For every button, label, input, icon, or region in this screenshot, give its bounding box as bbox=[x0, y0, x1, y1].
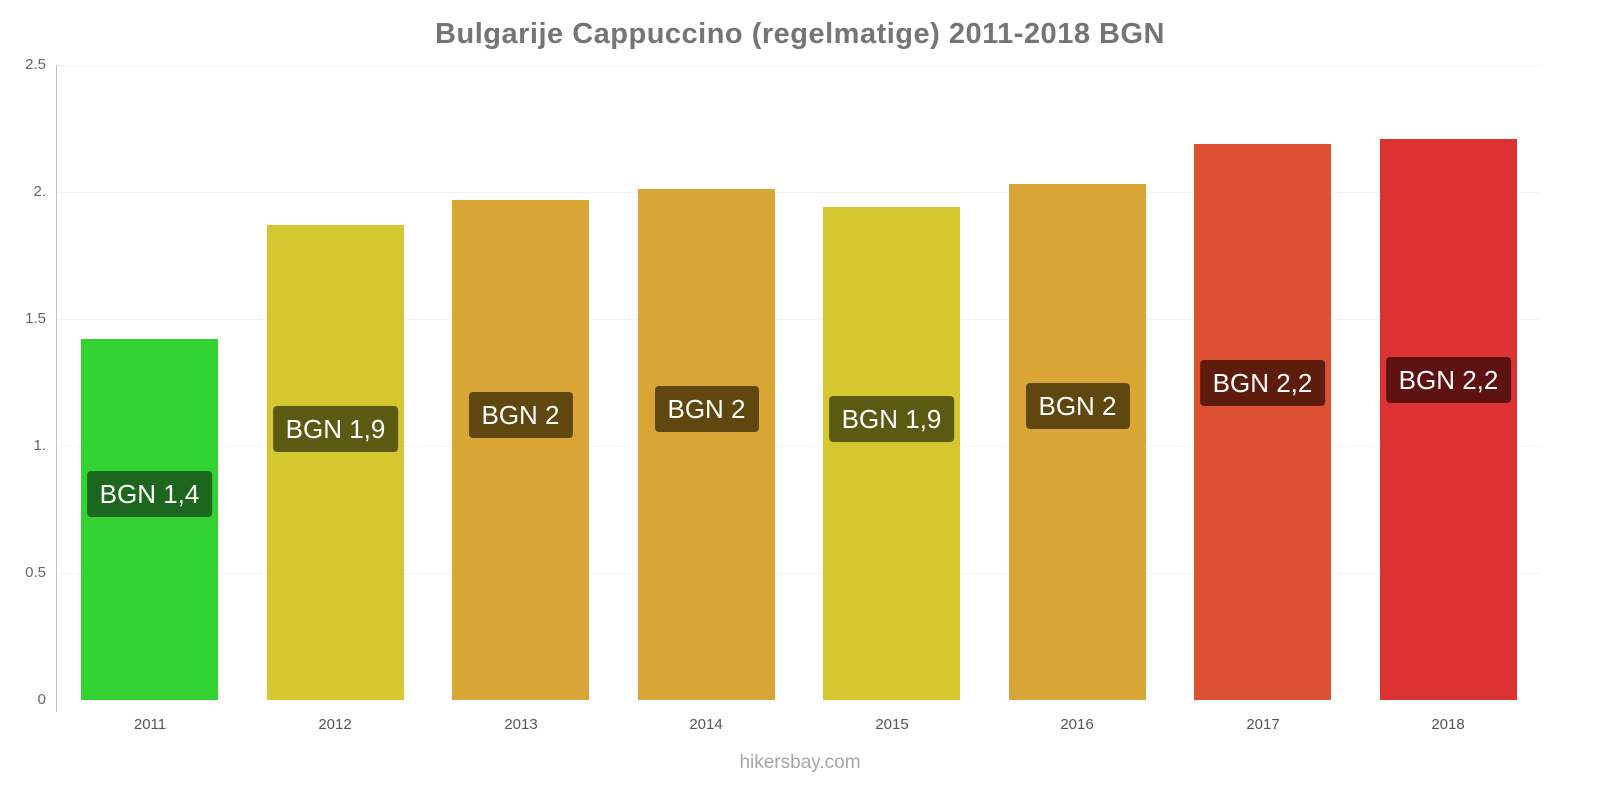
gridline bbox=[57, 319, 1541, 320]
y-axis-tick-label: 0 bbox=[37, 691, 46, 708]
bar-value-label: BGN 2 bbox=[468, 392, 573, 438]
bar-value-label: BGN 1,9 bbox=[272, 406, 399, 452]
bar-2017: BGN 2,2 bbox=[1194, 144, 1331, 700]
bar-value-label: BGN 1,4 bbox=[86, 471, 213, 517]
y-axis-tick-label: 2.5 bbox=[25, 56, 46, 73]
bar-2015: BGN 1,9 bbox=[823, 207, 960, 700]
x-axis-tick-label: 2011 bbox=[133, 716, 167, 733]
x-axis-tick-label: 2013 bbox=[504, 716, 538, 733]
bar-value-label: BGN 2 bbox=[1025, 383, 1130, 429]
bar-value-label: BGN 2,2 bbox=[1385, 357, 1512, 403]
bar-2011: BGN 1,4 bbox=[81, 339, 218, 700]
x-axis-tick-label: 2016 bbox=[1060, 716, 1094, 733]
gridline bbox=[57, 192, 1541, 193]
gridline bbox=[57, 573, 1541, 574]
x-axis-tick-label: 2012 bbox=[318, 716, 352, 733]
y-axis-tick-label: 1. bbox=[33, 437, 46, 454]
x-axis-tick-label: 2015 bbox=[875, 716, 909, 733]
bar-2014: BGN 2 bbox=[638, 189, 775, 700]
bar-2016: BGN 2 bbox=[1009, 184, 1146, 700]
x-axis-tick-label: 2017 bbox=[1246, 716, 1280, 733]
bar-value-label: BGN 2 bbox=[654, 386, 759, 432]
chart-title: Bulgarije Cappuccino (regelmatige) 2011-… bbox=[435, 18, 1165, 50]
y-axis-tick-label: 2. bbox=[33, 183, 46, 200]
gridline bbox=[57, 446, 1541, 447]
y-axis-tick-label: 0.5 bbox=[25, 564, 46, 581]
bar-value-label: BGN 2,2 bbox=[1199, 360, 1326, 406]
bar-2013: BGN 2 bbox=[452, 200, 589, 700]
x-axis-tick-label: 2018 bbox=[1431, 716, 1465, 733]
x-axis-tick-label: 2014 bbox=[689, 716, 723, 733]
plot-area: BGN 1,4 BGN 1,9 BGN 2 BGN 2 BGN 1,9 BGN 2 BGN … bbox=[57, 65, 1541, 700]
bar-2018: BGN 2,2 bbox=[1380, 139, 1517, 700]
source-caption: hikersbay.com bbox=[739, 752, 861, 773]
bar-2012: BGN 1,9 bbox=[267, 225, 404, 700]
gridline bbox=[57, 65, 1541, 66]
bar-value-label: BGN 1,9 bbox=[828, 396, 955, 442]
y-axis-line bbox=[56, 65, 57, 712]
y-axis-tick-label: 1.5 bbox=[25, 310, 46, 327]
